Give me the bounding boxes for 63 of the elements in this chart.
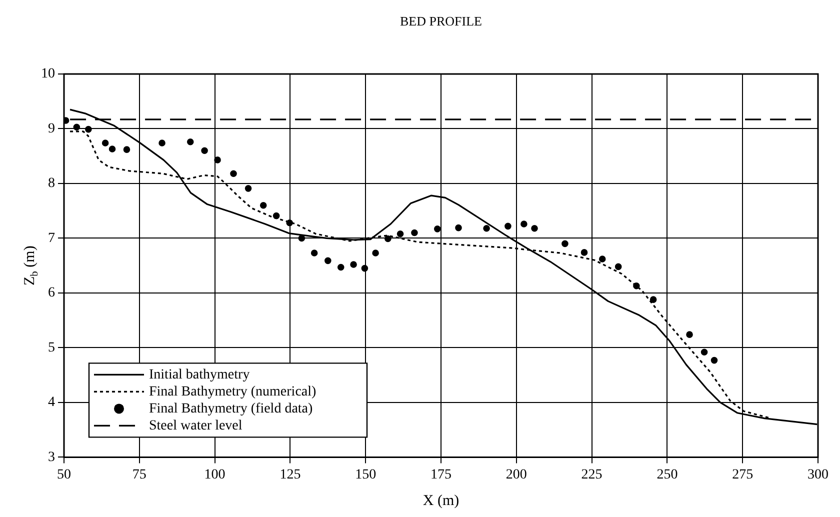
point <box>562 240 568 248</box>
x-tick-label: 200 <box>506 467 527 482</box>
point <box>580 249 588 256</box>
point <box>324 257 332 264</box>
x-tick-label: 50 <box>57 467 71 482</box>
point <box>384 235 392 242</box>
point <box>73 124 80 130</box>
point <box>310 250 318 256</box>
x-tick-label: 275 <box>732 467 754 482</box>
point <box>337 264 344 271</box>
point <box>260 202 267 209</box>
point <box>350 261 357 268</box>
legend-label: Steel water level <box>149 418 242 434</box>
point <box>710 356 718 364</box>
legend-label: Initial bathymetry <box>149 367 250 382</box>
x-tick-label: 100 <box>204 467 226 482</box>
point <box>531 224 538 232</box>
point <box>298 234 306 242</box>
x-axis-title: X (m) <box>422 493 460 510</box>
x-tick-label: 75 <box>132 467 146 482</box>
x-tick-label: 300 <box>808 467 828 482</box>
point <box>520 220 528 228</box>
x-tick-label: 175 <box>430 467 452 482</box>
point <box>158 140 166 146</box>
y-tick-label: 10 <box>41 66 55 82</box>
point <box>201 147 208 154</box>
legend-label: Final Bathymetry (field data) <box>149 401 314 416</box>
point <box>614 263 622 270</box>
point <box>186 138 194 146</box>
legend-label: Final Bathymetry (numerical) <box>149 384 317 400</box>
x-tick-label: 250 <box>656 467 678 482</box>
point <box>108 146 116 152</box>
y-tick-label: 3 <box>48 450 55 465</box>
y-axis-title: Zb (m) <box>22 246 40 286</box>
point <box>504 222 512 230</box>
point <box>396 230 404 238</box>
point <box>455 224 462 232</box>
y-tick-label: 4 <box>48 395 55 410</box>
x-tick-label: 225 <box>581 467 602 482</box>
y-tick-label: 5 <box>48 340 55 356</box>
chart-title: BED PROFILE <box>400 13 482 28</box>
point <box>214 156 221 164</box>
point <box>483 224 490 232</box>
point <box>361 264 368 272</box>
x-tick-label: 150 <box>355 467 376 482</box>
point <box>650 296 657 303</box>
y-tick-label: 8 <box>48 176 55 192</box>
point <box>700 348 708 356</box>
x-tick-label: 125 <box>280 467 301 482</box>
point <box>244 185 252 192</box>
y-tick-label: 9 <box>48 121 55 136</box>
point <box>686 331 693 338</box>
point <box>230 170 237 178</box>
point <box>102 140 109 146</box>
point <box>85 126 92 133</box>
y-tick-label: 6 <box>48 286 55 301</box>
point <box>123 146 130 153</box>
point <box>372 250 379 256</box>
point <box>272 212 280 220</box>
point <box>598 256 606 262</box>
y-tick-label: 7 <box>48 230 55 246</box>
point <box>411 229 418 236</box>
point <box>434 226 441 232</box>
